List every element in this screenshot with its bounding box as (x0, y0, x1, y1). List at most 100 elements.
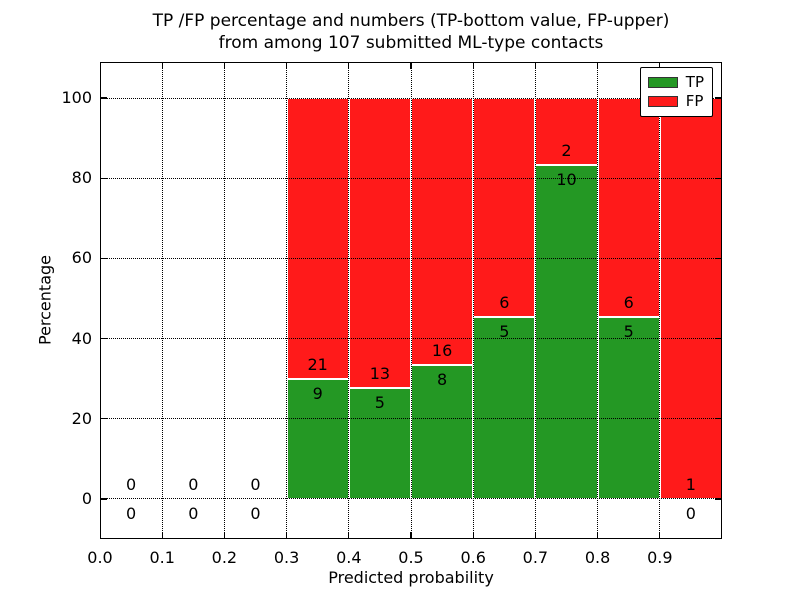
x-tick-label: 0.5 (398, 548, 424, 567)
x-tick-label: 0.0 (87, 548, 113, 567)
y-tick-mark-right (715, 337, 722, 340)
y-tick-label: 80 (71, 168, 92, 188)
fp-count-label: 6 (623, 292, 634, 312)
fp-count-label: 2 (561, 140, 572, 160)
x-tick-label: 0.8 (584, 548, 611, 567)
y-tick-label: 40 (71, 328, 92, 348)
tp-bar-segment (597, 316, 660, 499)
plot-area: TP FP 0 0 0 0 0 0 21 9 13 5 16 8 6 5 2 10 6 5 1 0 (100, 62, 722, 539)
vertical-gridline (286, 62, 288, 539)
x-tick-mark-top (161, 62, 163, 69)
x-tick-mark (472, 532, 474, 539)
x-tick-mark-top (659, 62, 661, 69)
y-tick-label: 100 (61, 88, 92, 108)
tp-bar-segment (286, 378, 349, 499)
y-tick-mark-right (715, 418, 722, 420)
vertical-gridline (472, 62, 474, 539)
fp-count-label: 21 (307, 354, 328, 374)
fp-count-label: 13 (369, 363, 391, 383)
tp-count-label: 0 (250, 503, 261, 523)
x-tick-mark (348, 532, 350, 539)
x-tick-mark (659, 532, 661, 539)
legend: TP FP (639, 67, 713, 117)
x-tick-mark (410, 532, 412, 539)
fp-count-label: 0 (250, 474, 261, 494)
fp-bar-segment (348, 98, 411, 388)
chart-title-line1: TP /FP percentage and numbers (TP-bottom… (152, 11, 670, 31)
legend-item-tp: TP (647, 73, 704, 92)
y-tick-label: 60 (71, 248, 92, 268)
x-tick-mark-top (472, 62, 474, 69)
vertical-gridline (659, 62, 661, 539)
y-tick-mark-right (715, 177, 722, 179)
x-axis-label: Predicted probability (328, 568, 494, 587)
y-tick-mark-right (715, 97, 722, 99)
vertical-gridline (597, 62, 599, 539)
x-tick-mark-top (285, 62, 288, 69)
fp-bar-segment (659, 98, 722, 499)
x-tick-label: 0.9 (647, 548, 673, 567)
x-tick-label: 0.2 (211, 548, 238, 567)
x-tick-mark-top (348, 62, 350, 69)
x-tick-mark (223, 532, 226, 539)
tp-count-label: 0 (188, 503, 199, 523)
tp-count-label: 9 (312, 383, 323, 403)
fp-bar-segment (597, 98, 660, 317)
chart-title: TP /FP percentage and numbers (TP-bottom… (100, 10, 722, 54)
tp-count-label: 8 (437, 370, 448, 390)
fp-count-label: 1 (685, 474, 696, 494)
y-tick-mark (100, 257, 107, 260)
x-tick-mark-top (100, 62, 102, 69)
tp-bar-segment (535, 164, 598, 499)
tp-count-label: 5 (499, 321, 510, 341)
legend-label-tp: TP (685, 73, 704, 91)
tp-bar-segment (348, 387, 411, 499)
legend-label-fp: FP (685, 92, 704, 110)
x-tick-mark (534, 532, 537, 539)
tp-count-label: 5 (623, 321, 634, 341)
fp-count-label: 16 (431, 341, 453, 361)
x-tick-mark (100, 532, 102, 539)
x-tick-mark (285, 532, 288, 539)
x-tick-label: 0.4 (336, 548, 362, 567)
y-tick-mark (100, 177, 107, 179)
x-tick-mark-top (410, 62, 412, 69)
fp-bar-segment (411, 98, 474, 366)
legend-swatch-fp-icon (647, 96, 678, 107)
fp-bar-segment (286, 98, 349, 379)
y-tick-mark-right (715, 498, 722, 500)
y-tick-mark (100, 97, 107, 99)
tp-bar-segment (473, 316, 536, 499)
tp-count-label: 0 (685, 503, 696, 523)
tp-count-label: 10 (556, 169, 577, 189)
x-tick-mark-top (596, 62, 599, 69)
legend-swatch-tp-icon (647, 77, 678, 88)
x-tick-label: 0.7 (522, 548, 549, 567)
x-tick-label: 0.6 (460, 548, 486, 567)
vertical-gridline (410, 62, 412, 539)
fp-count-label: 0 (188, 474, 199, 494)
y-tick-mark (100, 418, 107, 420)
chart-title-line2: from among 107 submitted ML-type contact… (218, 33, 604, 53)
y-tick-mark (100, 498, 107, 500)
fp-count-label: 0 (126, 474, 137, 494)
x-tick-mark (596, 532, 599, 539)
y-tick-label: 20 (71, 408, 92, 428)
x-tick-mark-top (223, 62, 226, 69)
vertical-gridline (534, 62, 536, 539)
y-tick-mark-right (715, 257, 722, 260)
vertical-gridline (223, 62, 225, 539)
tp-count-label: 0 (126, 503, 137, 523)
legend-item-fp: FP (647, 92, 704, 111)
vertical-gridline (161, 62, 163, 539)
fp-bar-segment (473, 98, 536, 317)
x-tick-mark-top (534, 62, 537, 69)
y-tick-label: 0 (81, 488, 92, 508)
tp-count-label: 5 (374, 392, 385, 412)
fp-count-label: 6 (499, 292, 510, 312)
x-tick-mark (161, 532, 163, 539)
y-tick-mark (100, 337, 107, 340)
x-tick-label: 0.1 (149, 548, 175, 567)
vertical-gridline (348, 62, 350, 539)
